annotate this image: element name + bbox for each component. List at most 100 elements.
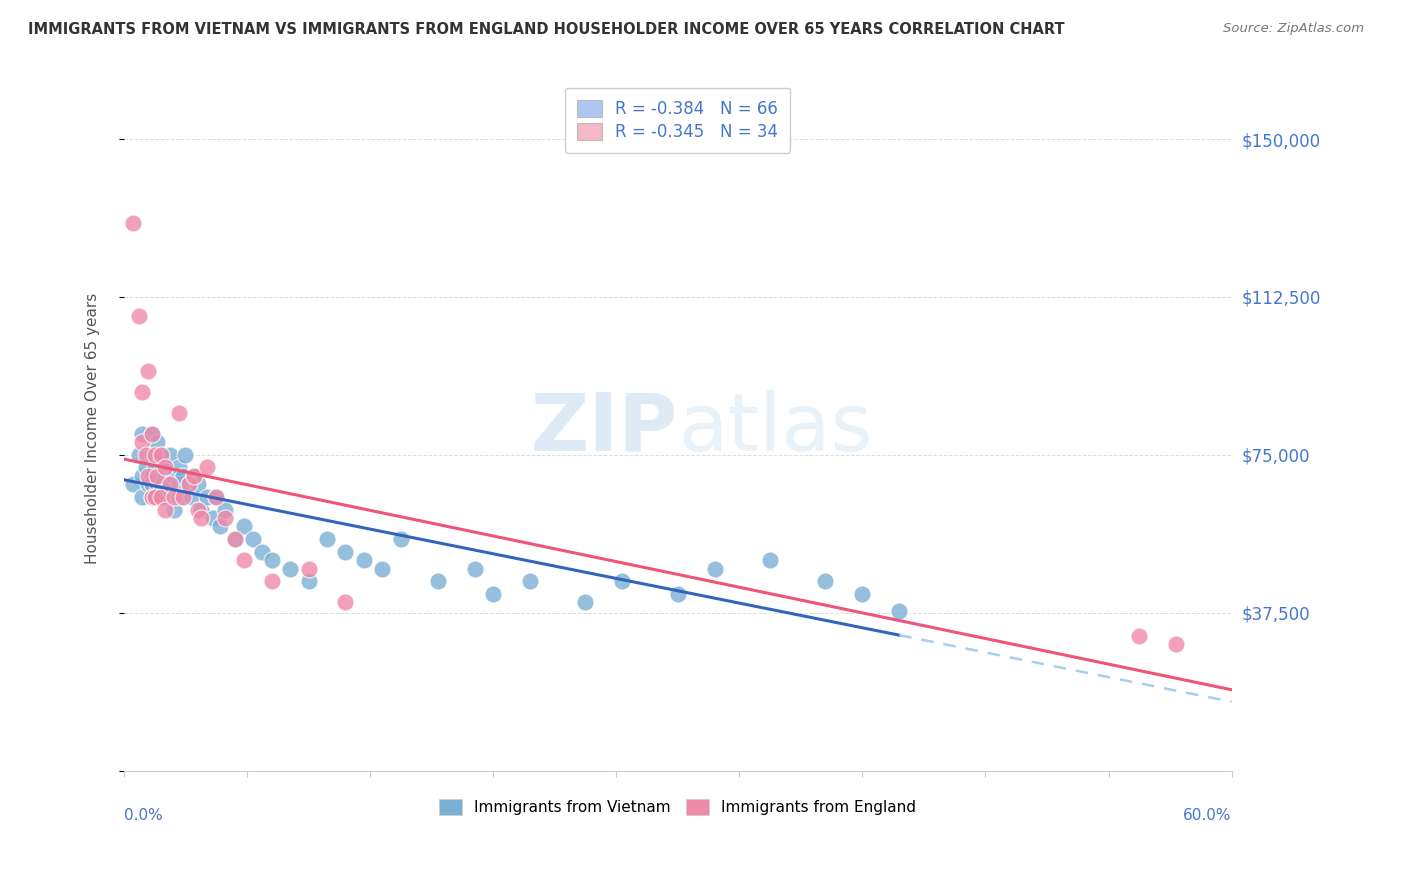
Text: 60.0%: 60.0% bbox=[1182, 808, 1232, 823]
Point bbox=[141, 426, 163, 441]
Point bbox=[205, 490, 228, 504]
Point bbox=[141, 426, 163, 441]
Point bbox=[153, 502, 176, 516]
Text: Source: ZipAtlas.com: Source: ZipAtlas.com bbox=[1223, 22, 1364, 36]
Point bbox=[703, 561, 725, 575]
Point bbox=[163, 502, 186, 516]
Point bbox=[519, 574, 541, 589]
Point bbox=[131, 384, 153, 399]
Point bbox=[297, 574, 319, 589]
Point bbox=[143, 490, 166, 504]
Point bbox=[163, 490, 186, 504]
Point bbox=[159, 448, 181, 462]
Point bbox=[232, 553, 254, 567]
Point bbox=[195, 460, 218, 475]
Point bbox=[141, 477, 163, 491]
Point bbox=[141, 490, 163, 504]
Point bbox=[252, 545, 274, 559]
Point bbox=[136, 469, 159, 483]
Point bbox=[181, 490, 204, 504]
Point bbox=[183, 469, 205, 483]
Point bbox=[214, 502, 236, 516]
Point bbox=[131, 490, 153, 504]
Point bbox=[153, 460, 176, 475]
Point bbox=[143, 448, 166, 462]
Point bbox=[163, 469, 186, 483]
Point bbox=[426, 574, 449, 589]
Point bbox=[183, 469, 205, 483]
Point bbox=[169, 477, 191, 491]
Point bbox=[128, 309, 150, 323]
Point bbox=[169, 406, 191, 420]
Point bbox=[149, 448, 172, 462]
Point bbox=[128, 448, 150, 462]
Point bbox=[814, 574, 837, 589]
Point bbox=[135, 460, 157, 475]
Point bbox=[889, 604, 911, 618]
Point bbox=[316, 532, 339, 546]
Point bbox=[143, 490, 166, 504]
Point bbox=[136, 448, 159, 462]
Point bbox=[260, 574, 283, 589]
Point bbox=[135, 448, 157, 462]
Point bbox=[371, 561, 394, 575]
Point bbox=[666, 587, 689, 601]
Point bbox=[205, 490, 228, 504]
Point bbox=[224, 532, 246, 546]
Point bbox=[187, 502, 209, 516]
Text: ZIP: ZIP bbox=[530, 390, 678, 467]
Point bbox=[131, 426, 153, 441]
Point bbox=[195, 490, 218, 504]
Point bbox=[335, 545, 357, 559]
Point bbox=[574, 595, 596, 609]
Point bbox=[149, 456, 172, 470]
Point bbox=[146, 469, 169, 483]
Text: IMMIGRANTS FROM VIETNAM VS IMMIGRANTS FROM ENGLAND HOUSEHOLDER INCOME OVER 65 YE: IMMIGRANTS FROM VIETNAM VS IMMIGRANTS FR… bbox=[28, 22, 1064, 37]
Point bbox=[172, 469, 194, 483]
Point bbox=[122, 216, 145, 230]
Text: atlas: atlas bbox=[678, 390, 872, 467]
Point bbox=[172, 490, 194, 504]
Point bbox=[131, 469, 153, 483]
Point bbox=[177, 477, 200, 491]
Point bbox=[1166, 637, 1188, 651]
Point bbox=[141, 448, 163, 462]
Point bbox=[190, 502, 212, 516]
Legend: R = -0.384   N = 66, R = -0.345   N = 34: R = -0.384 N = 66, R = -0.345 N = 34 bbox=[565, 87, 790, 153]
Point bbox=[169, 490, 191, 504]
Point bbox=[482, 587, 505, 601]
Point bbox=[149, 477, 172, 491]
Point bbox=[149, 469, 172, 483]
Point bbox=[851, 587, 873, 601]
Point bbox=[143, 460, 166, 475]
Point bbox=[1128, 629, 1150, 643]
Point bbox=[153, 460, 176, 475]
Point bbox=[224, 532, 246, 546]
Y-axis label: Householder Income Over 65 years: Householder Income Over 65 years bbox=[86, 293, 100, 564]
Point bbox=[464, 561, 486, 575]
Point bbox=[208, 519, 231, 533]
Point bbox=[612, 574, 634, 589]
Point bbox=[149, 448, 172, 462]
Point bbox=[131, 435, 153, 450]
Point bbox=[149, 490, 172, 504]
Point bbox=[335, 595, 357, 609]
Point bbox=[389, 532, 412, 546]
Point bbox=[278, 561, 301, 575]
Point bbox=[214, 511, 236, 525]
Point bbox=[146, 477, 169, 491]
Point bbox=[146, 435, 169, 450]
Point bbox=[177, 477, 200, 491]
Point bbox=[759, 553, 782, 567]
Point bbox=[173, 448, 195, 462]
Point bbox=[190, 511, 212, 525]
Point bbox=[297, 561, 319, 575]
Point bbox=[187, 477, 209, 491]
Point bbox=[242, 532, 264, 546]
Point bbox=[141, 469, 163, 483]
Point bbox=[169, 460, 191, 475]
Text: 0.0%: 0.0% bbox=[124, 808, 163, 823]
Point bbox=[122, 477, 145, 491]
Point bbox=[136, 477, 159, 491]
Point bbox=[141, 490, 163, 504]
